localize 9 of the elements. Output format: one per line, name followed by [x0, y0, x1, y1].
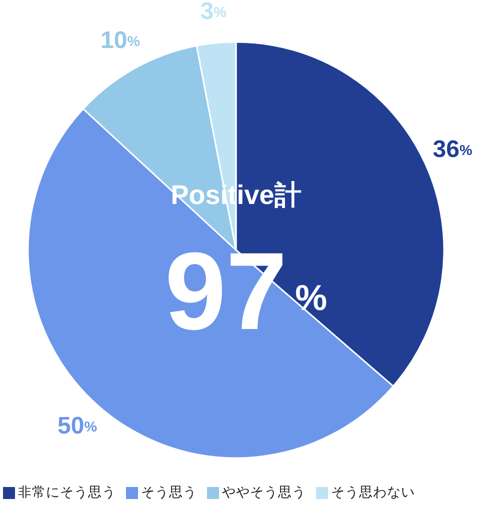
data-label: 10%: [100, 27, 140, 54]
legend-label: ややそう思う: [222, 484, 306, 500]
legend-label: そう思わない: [331, 484, 415, 500]
data-label: 50%: [58, 412, 98, 440]
legend-label: そう思う: [141, 484, 197, 500]
legend-label: 非常にそう思う: [18, 484, 116, 500]
data-label: 36%: [432, 136, 472, 164]
data-label: 3%: [200, 0, 227, 26]
text: 97%: [164, 230, 328, 354]
